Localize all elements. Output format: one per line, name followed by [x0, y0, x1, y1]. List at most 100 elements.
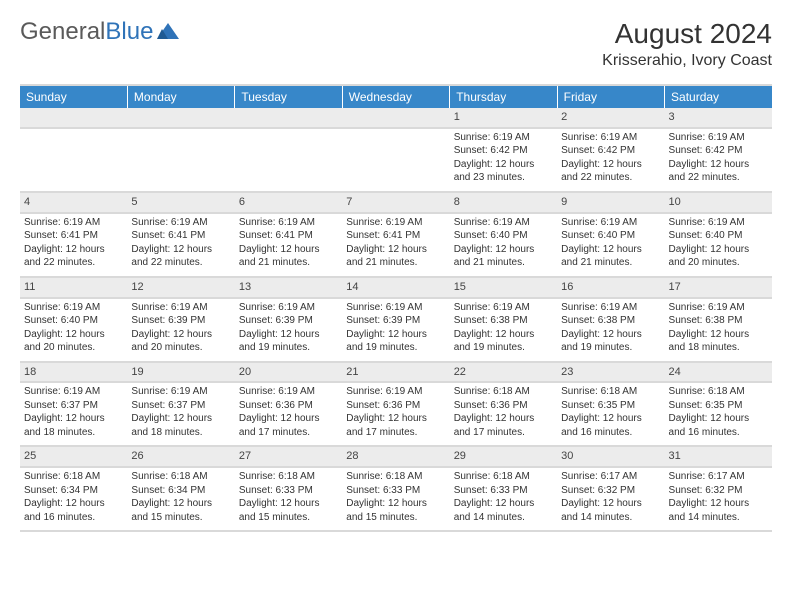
day-info-cell: Sunrise: 6:19 AMSunset: 6:41 PMDaylight:… [235, 213, 342, 277]
day-info-cell: Sunrise: 6:18 AMSunset: 6:35 PMDaylight:… [557, 382, 664, 446]
daynum-row: 18192021222324 [20, 362, 772, 383]
day-info: Sunrise: 6:19 AMSunset: 6:42 PMDaylight:… [450, 129, 557, 191]
day-info: Sunrise: 6:19 AMSunset: 6:37 PMDaylight:… [127, 383, 234, 445]
day-number-cell: 28 [342, 446, 449, 467]
day-number: 6 [235, 193, 342, 212]
day-number-cell: 31 [665, 446, 772, 467]
day-number: 4 [20, 193, 127, 212]
day-info: Sunrise: 6:18 AMSunset: 6:33 PMDaylight:… [450, 468, 557, 530]
day-number: 17 [665, 278, 772, 297]
day-number: 9 [557, 193, 664, 212]
empty-cell [20, 128, 127, 192]
day-number: 7 [342, 193, 449, 212]
day-number: 2 [557, 108, 664, 127]
day-number: 28 [342, 447, 449, 466]
day-number-cell: 21 [342, 362, 449, 383]
day-info-cell: Sunrise: 6:19 AMSunset: 6:42 PMDaylight:… [665, 128, 772, 192]
day-info-cell: Sunrise: 6:19 AMSunset: 6:36 PMDaylight:… [235, 382, 342, 446]
weekday-header: Monday [127, 86, 234, 108]
logo-text-2: Blue [105, 18, 153, 46]
day-info: Sunrise: 6:19 AMSunset: 6:40 PMDaylight:… [20, 299, 127, 361]
day-number: 10 [665, 193, 772, 212]
empty-cell [342, 128, 449, 192]
day-info: Sunrise: 6:18 AMSunset: 6:33 PMDaylight:… [342, 468, 449, 530]
empty-cell [235, 128, 342, 192]
day-info-cell: Sunrise: 6:18 AMSunset: 6:33 PMDaylight:… [235, 467, 342, 531]
day-number: 22 [450, 363, 557, 382]
day-number-cell: 19 [127, 362, 234, 383]
day-info-cell: Sunrise: 6:19 AMSunset: 6:41 PMDaylight:… [20, 213, 127, 277]
weekday-header: Saturday [665, 86, 772, 108]
day-info: Sunrise: 6:19 AMSunset: 6:38 PMDaylight:… [665, 299, 772, 361]
day-number-cell: 6 [235, 192, 342, 213]
weekday-header-row: SundayMondayTuesdayWednesdayThursdayFrid… [20, 86, 772, 108]
day-number-cell: 26 [127, 446, 234, 467]
day-number: 14 [342, 278, 449, 297]
day-info: Sunrise: 6:19 AMSunset: 6:41 PMDaylight:… [235, 214, 342, 276]
day-info: Sunrise: 6:19 AMSunset: 6:41 PMDaylight:… [20, 214, 127, 276]
day-info: Sunrise: 6:19 AMSunset: 6:42 PMDaylight:… [557, 129, 664, 191]
day-number: 15 [450, 278, 557, 297]
calendar-table: SundayMondayTuesdayWednesdayThursdayFrid… [20, 86, 772, 532]
day-info: Sunrise: 6:18 AMSunset: 6:33 PMDaylight:… [235, 468, 342, 530]
day-info-cell: Sunrise: 6:19 AMSunset: 6:40 PMDaylight:… [450, 213, 557, 277]
day-number-cell: 13 [235, 277, 342, 298]
day-info-cell: Sunrise: 6:18 AMSunset: 6:33 PMDaylight:… [450, 467, 557, 531]
day-info-cell: Sunrise: 6:17 AMSunset: 6:32 PMDaylight:… [557, 467, 664, 531]
day-info: Sunrise: 6:19 AMSunset: 6:40 PMDaylight:… [557, 214, 664, 276]
day-info-cell: Sunrise: 6:19 AMSunset: 6:38 PMDaylight:… [450, 298, 557, 362]
day-info-cell: Sunrise: 6:18 AMSunset: 6:34 PMDaylight:… [127, 467, 234, 531]
day-number: 8 [450, 193, 557, 212]
day-number-cell: 1 [450, 108, 557, 128]
day-number-cell: 22 [450, 362, 557, 383]
day-info-cell: Sunrise: 6:19 AMSunset: 6:40 PMDaylight:… [557, 213, 664, 277]
day-number-cell: 8 [450, 192, 557, 213]
day-number: 30 [557, 447, 664, 466]
day-number-cell: 9 [557, 192, 664, 213]
day-info-cell: Sunrise: 6:19 AMSunset: 6:38 PMDaylight:… [557, 298, 664, 362]
day-info-cell: Sunrise: 6:19 AMSunset: 6:37 PMDaylight:… [20, 382, 127, 446]
day-info-cell: Sunrise: 6:18 AMSunset: 6:34 PMDaylight:… [20, 467, 127, 531]
info-row: Sunrise: 6:19 AMSunset: 6:37 PMDaylight:… [20, 382, 772, 446]
day-number-cell: 20 [235, 362, 342, 383]
day-number: 20 [235, 363, 342, 382]
day-info: Sunrise: 6:19 AMSunset: 6:36 PMDaylight:… [235, 383, 342, 445]
day-info-cell: Sunrise: 6:19 AMSunset: 6:40 PMDaylight:… [665, 213, 772, 277]
day-number: 31 [665, 447, 772, 466]
day-info: Sunrise: 6:18 AMSunset: 6:35 PMDaylight:… [557, 383, 664, 445]
day-info: Sunrise: 6:19 AMSunset: 6:42 PMDaylight:… [665, 129, 772, 191]
day-number: 18 [20, 363, 127, 382]
logo-icon [157, 18, 179, 46]
day-number: 25 [20, 447, 127, 466]
day-info-cell: Sunrise: 6:19 AMSunset: 6:42 PMDaylight:… [557, 128, 664, 192]
calendar-body: 123Sunrise: 6:19 AMSunset: 6:42 PMDaylig… [20, 108, 772, 531]
day-info: Sunrise: 6:19 AMSunset: 6:39 PMDaylight:… [342, 299, 449, 361]
day-number-cell: 29 [450, 446, 557, 467]
day-info-cell: Sunrise: 6:19 AMSunset: 6:42 PMDaylight:… [450, 128, 557, 192]
info-row: Sunrise: 6:19 AMSunset: 6:42 PMDaylight:… [20, 128, 772, 192]
weekday-header: Thursday [450, 86, 557, 108]
day-info: Sunrise: 6:18 AMSunset: 6:35 PMDaylight:… [665, 383, 772, 445]
day-number: 3 [665, 108, 772, 127]
empty-cell [127, 108, 234, 128]
day-number: 26 [127, 447, 234, 466]
day-info: Sunrise: 6:19 AMSunset: 6:36 PMDaylight:… [342, 383, 449, 445]
day-number-cell: 15 [450, 277, 557, 298]
day-info: Sunrise: 6:19 AMSunset: 6:38 PMDaylight:… [557, 299, 664, 361]
day-info: Sunrise: 6:17 AMSunset: 6:32 PMDaylight:… [665, 468, 772, 530]
day-number: 24 [665, 363, 772, 382]
day-number-cell: 5 [127, 192, 234, 213]
day-number-cell: 12 [127, 277, 234, 298]
logo-text-1: General [20, 18, 105, 46]
day-number: 21 [342, 363, 449, 382]
day-number: 16 [557, 278, 664, 297]
daynum-row: 25262728293031 [20, 446, 772, 467]
day-info-cell: Sunrise: 6:19 AMSunset: 6:36 PMDaylight:… [342, 382, 449, 446]
day-info: Sunrise: 6:17 AMSunset: 6:32 PMDaylight:… [557, 468, 664, 530]
day-info-cell: Sunrise: 6:19 AMSunset: 6:39 PMDaylight:… [342, 298, 449, 362]
day-number: 11 [20, 278, 127, 297]
day-info: Sunrise: 6:19 AMSunset: 6:41 PMDaylight:… [127, 214, 234, 276]
title-block: August 2024 Krisserahio, Ivory Coast [602, 18, 772, 70]
day-number-cell: 2 [557, 108, 664, 128]
day-number: 27 [235, 447, 342, 466]
